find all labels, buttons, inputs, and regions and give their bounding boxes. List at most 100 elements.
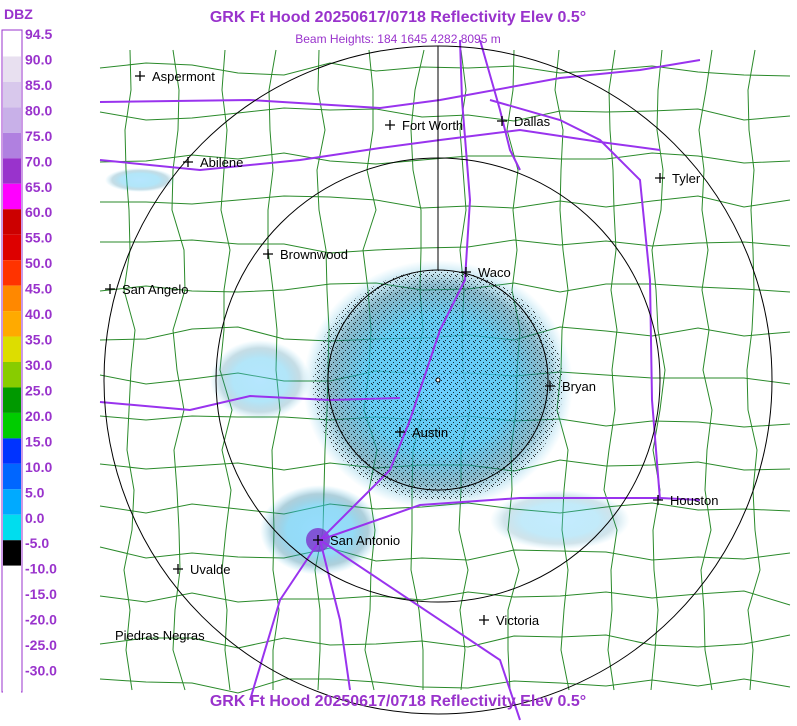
county-line (123, 49, 136, 691)
title: GRK Ft Hood 20250617/0718 Reflectivity E… (210, 9, 586, 26)
county-line (99, 62, 791, 77)
county-line (603, 49, 618, 691)
scale-swatch (3, 336, 21, 362)
scale-label: -5.0 (25, 535, 49, 551)
scale-label: 70.0 (25, 153, 52, 169)
county-line (746, 49, 761, 691)
cities: Aspermont Fort Worth Dallas Abilene Tyler Bro… (105, 69, 718, 643)
scale-swatch (3, 514, 21, 541)
scale-label: 75.0 (25, 128, 52, 144)
scale-swatch (3, 463, 21, 490)
county-line (99, 107, 791, 122)
city-marker (653, 495, 663, 505)
scale-label: 90.0 (25, 51, 52, 67)
scale-label: -20.0 (25, 612, 57, 628)
scale-label: 60.0 (25, 204, 52, 220)
city-marker (105, 284, 115, 294)
city-label: Uvalde (190, 562, 230, 577)
scale-label: -10.0 (25, 561, 57, 577)
scale-label: 35.0 (25, 332, 52, 348)
city-label: Aspermont (152, 69, 215, 84)
range-rings (103, 45, 773, 715)
county-line (99, 590, 791, 606)
county-line (99, 546, 791, 562)
city-label: Abilene (200, 155, 243, 170)
scale-swatch (3, 183, 21, 210)
scale-label: 30.0 (25, 357, 52, 373)
city-marker (385, 120, 395, 130)
city-marker (183, 157, 193, 167)
scale-label: -15.0 (25, 586, 57, 602)
scale-swatch (3, 387, 21, 413)
scale-label: 85.0 (25, 77, 52, 93)
scale-label: 45.0 (25, 281, 52, 297)
city-label: Austin (412, 425, 448, 440)
city-label: San Angelo (122, 282, 189, 297)
scale-swatch (3, 311, 21, 337)
scale-label: 40.0 (25, 306, 52, 322)
scale-swatch (3, 616, 21, 643)
county-line (650, 49, 666, 691)
city-marker (479, 615, 489, 625)
scale-label: 15.0 (25, 433, 52, 449)
scale-swatch (3, 158, 21, 184)
scale-swatch (3, 412, 21, 439)
scale-label: -30.0 (25, 663, 57, 679)
scale-label: 94.5 (25, 26, 52, 42)
radar-echoes (105, 168, 630, 575)
scale-label: -25.0 (25, 637, 57, 653)
city-label: Fort Worth (402, 118, 463, 133)
scale-label: 0.0 (25, 510, 45, 526)
scale-swatch (3, 642, 21, 668)
city-label: Brownwood (280, 247, 348, 262)
city-marker (545, 381, 555, 391)
city-marker (655, 173, 665, 183)
scale-swatch (3, 56, 21, 82)
city-label: Dallas (514, 114, 551, 129)
scale-label: 10.0 (25, 459, 52, 475)
scale-swatch (3, 591, 21, 617)
scale-swatch (3, 209, 21, 235)
scale-swatch (3, 81, 21, 108)
scale-swatch (3, 565, 21, 592)
city-marker (497, 116, 507, 126)
city-label: Tyler (672, 171, 701, 186)
county-line (99, 634, 791, 649)
county-line (100, 195, 791, 209)
subtitle: Beam Heights: 184 1645 4282 8095 m (295, 32, 500, 46)
scale-swatch (3, 362, 21, 388)
scale-swatch (3, 31, 21, 57)
city-marker (395, 427, 405, 437)
scale-swatch (3, 234, 21, 261)
scale-unit: DBZ (4, 6, 33, 22)
scale-label: 65.0 (25, 179, 52, 195)
city-marker (263, 249, 273, 259)
city-marker (135, 71, 145, 81)
county-line (171, 49, 186, 691)
scale-swatch (3, 540, 21, 566)
scale-label: 25.0 (25, 382, 52, 398)
footer-title: GRK Ft Hood 20250617/0718 Reflectivity E… (210, 693, 586, 710)
city-label: Waco (478, 265, 511, 280)
scale-label: 5.0 (25, 484, 45, 500)
scale-swatch (3, 132, 21, 159)
scale-swatch (3, 438, 21, 464)
city-marker (313, 535, 323, 545)
city-marker (173, 564, 183, 574)
scale-label: 80.0 (25, 102, 52, 118)
scale-label: 20.0 (25, 408, 52, 424)
city-label: Piedras Negras (115, 628, 205, 643)
color-scale: DBZ 94.5 90.0 85.0 80.0 75.0 70.0 65.0 60.0 55.0… (1, 6, 57, 693)
city-label: Houston (670, 493, 718, 508)
highways (99, 39, 701, 721)
city-label: San Antonio (330, 533, 400, 548)
county-line (100, 239, 791, 254)
county-line (99, 678, 791, 694)
scale-swatch (3, 285, 21, 312)
scale-swatch (3, 260, 21, 286)
scale-swatch (3, 107, 21, 133)
city-marker (461, 267, 471, 277)
scale-label: 55.0 (25, 230, 52, 246)
city-label: Bryan (562, 379, 596, 394)
